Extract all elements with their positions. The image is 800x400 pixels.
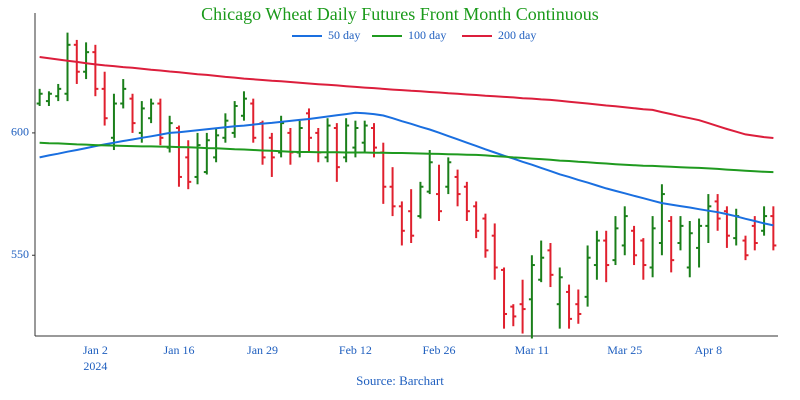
ohlc-bar [528,255,535,339]
ohlc-bar [686,220,693,278]
legend-label: 200 day [498,28,536,42]
ohlc-bar [770,206,777,251]
ohlc-bar [668,216,675,273]
ohlc-bar [259,120,266,165]
x-tick-label: Apr 8 [695,343,723,357]
ohlc-bar [268,132,275,177]
ohlc-bar [491,223,498,280]
y-tick-label: 600 [11,125,29,139]
ohlc-bar [361,120,368,153]
ohlc-bar [649,216,656,278]
ohlc-bar [584,245,591,307]
ohlc-bar [761,206,768,236]
ohlc-bar [36,88,43,106]
x-tick-label: Mar 11 [515,343,550,357]
ohlc-bar [445,157,452,195]
ma-line [39,56,774,139]
ohlc-bar [566,284,573,329]
ohlc-bar [287,128,294,165]
ohlc-bar [157,98,164,146]
ohlc-bar [482,213,489,258]
ohlc-bar [203,132,210,175]
ohlc-bar [658,184,665,256]
ohlc-bar [603,230,610,283]
ohlc-bar [501,267,508,329]
ohlc-bar [640,238,647,280]
legend-label: 50 day [328,28,360,42]
ohlc-bar [723,206,730,248]
ohlc-bar [370,123,377,158]
ohlc-bar [64,32,71,102]
ohlc-bar [510,304,517,327]
ma-line [39,141,774,174]
ohlc-bar [83,42,90,80]
ohlc-bar [677,216,684,251]
ohlc-bar [305,108,312,153]
ohlc-bar [705,194,712,244]
ohlc-bar [129,93,136,133]
x-tick-label: Feb 26 [423,343,456,357]
ohlc-bar [343,118,350,163]
ohlc-bar [175,125,182,187]
ohlc-bar [556,267,563,329]
ohlc-bar [575,289,582,324]
ohlc-bar [473,201,480,239]
x-tick-label: Jan 16 [163,343,194,357]
ohlc-bar [593,230,600,280]
ohlc-bar [538,240,545,283]
ohlc-bar [213,128,220,163]
ohlc-bar [426,150,433,195]
ma-line [39,111,774,227]
x-tick-label: Mar 25 [607,343,642,357]
ohlc-bar [463,181,470,221]
ohlc-bar [120,79,127,109]
ohlc-bar [194,132,201,185]
ohlc-bar [231,101,238,138]
ohlc-bar [398,201,405,246]
ohlc-bar [55,83,62,102]
ohlc-bar [612,216,619,266]
ohlc-bar [45,91,52,106]
year-label: 2024 [83,359,107,373]
ohlc-bar [101,71,108,126]
ohlc-bar [696,218,703,268]
ohlc-bar [436,164,443,221]
ohlc-bar [621,206,628,256]
x-tick-label: Jan 29 [247,343,278,357]
ohlc-bar [185,140,192,190]
ohlc-bar [250,98,257,143]
source-note: Source: Barchart [356,373,444,388]
ohlc-bar [417,181,424,219]
ohlc-bar [240,91,247,121]
ohlc-bar [389,167,396,217]
ohlc-bar [519,279,526,334]
ohlc-bar [92,44,99,97]
ohlc-bar [324,118,331,163]
ohlc-bar [742,235,749,261]
ohlc-bar [352,120,359,158]
ohlc-bar [408,189,415,244]
ohlc-bar [138,101,145,143]
ohlc-bar [733,208,740,246]
ohlc-bar [315,128,322,163]
y-tick-label: 550 [11,247,29,261]
ohlc-bar [110,93,117,151]
x-tick-label: Feb 12 [339,343,372,357]
legend-label: 100 day [408,28,446,42]
ohlc-bar [547,243,554,288]
ohlc-bar [631,225,638,266]
ohlc-bar [454,169,461,207]
chart-title: Chicago Wheat Daily Futures Front Month … [201,4,599,24]
x-tick-label: Jan 2 [83,343,108,357]
ohlc-bar [148,98,155,124]
